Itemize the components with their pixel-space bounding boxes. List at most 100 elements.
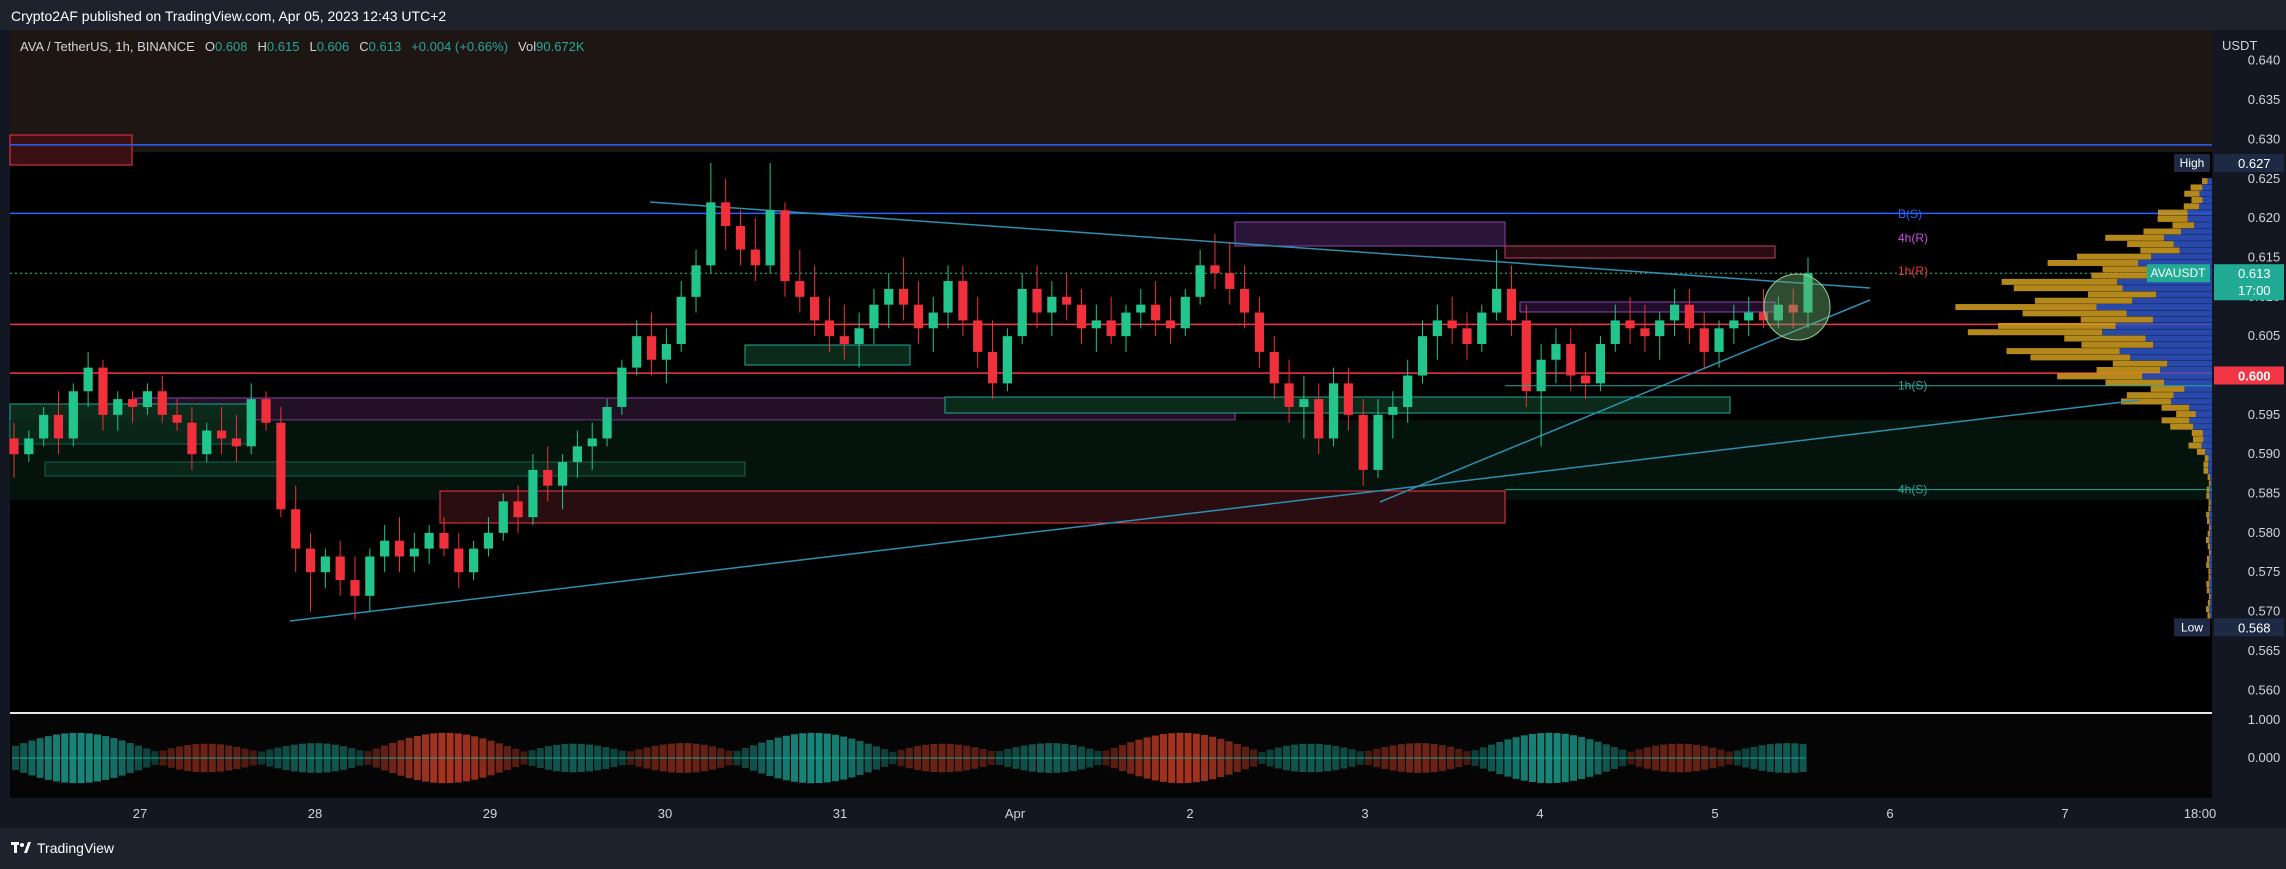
volume-profile-bar [2193,423,2212,430]
candle-body [1492,288,1502,313]
candle-body [721,202,731,226]
ohlc-legend: AVA / TetherUS, 1h, BINANCE O0.608 H0.61… [20,39,585,54]
volume-profile-bar [2006,348,2120,355]
candle-body [572,446,583,463]
volume-profile-bar [2210,543,2212,550]
candle-body [1729,320,1739,329]
x-tick-label: 27 [133,806,147,821]
volume-profile-bar [1955,304,2097,311]
candle-body [409,548,419,557]
volume-profile-bar [2195,411,2212,418]
candle-body [973,320,983,352]
candle-body [824,320,835,337]
horizontal-lines-layer [10,144,2212,374]
candle-body [839,336,849,345]
candle-body [1002,336,1012,384]
volume-profile-bar [2057,373,2143,380]
candle-body [780,210,790,282]
candle-body [928,312,938,329]
candle-body [587,438,597,447]
candle-body [987,351,998,384]
candle-body [335,556,345,581]
volume-profile-bar [2206,606,2210,613]
candle-body [884,288,894,305]
volume-profile-bar [2194,222,2212,229]
candle-body [750,249,760,266]
tradingview-logo[interactable]: TradingView [11,840,114,856]
x-tick-label: Apr [1005,806,1026,821]
volume-profile-bar [2204,455,2209,462]
candle-body [810,296,820,321]
volume-profile-bar [2150,385,2185,392]
candle-body [913,304,924,329]
volume-profile-bar [2161,404,2190,411]
x-tick-label: 4 [1536,806,1543,821]
volume-profile-bar [2210,574,2212,581]
candle-body [246,399,256,447]
candle-body [869,304,879,329]
volume-profile-bar [2208,499,2211,506]
level-price-tag-bg [2214,366,2284,385]
volume-profile-bar [2096,304,2212,311]
support-zone [744,344,911,366]
top-bar: Crypto2AF published on TradingView.com, … [0,0,2286,30]
candle-body [706,202,716,266]
x-tick-label: 29 [483,806,497,821]
price-tag-label: High [2180,156,2205,170]
candle-body [1803,273,1813,313]
candle-body [1477,312,1487,345]
candle-body [1506,288,1517,321]
candle-body [528,469,538,518]
price-tag-label-bg [2174,154,2210,173]
price-chart[interactable]: B(S)4h(R)1h(R)1h(S)4h(S) USDT 0.5600.565… [0,0,2286,828]
volume-profile-bar [2206,587,2210,594]
candle-body [394,540,405,557]
volume-profile-bar [2160,366,2212,373]
current-price-tag-time: 17:00 [2238,283,2271,298]
volume-profile-bar [2199,203,2212,210]
candle-body [424,532,434,549]
level-label: 4h(R) [1898,231,1928,245]
candle-body [39,414,49,439]
y-tick-label: 0.635 [2248,92,2281,107]
candle-body [291,509,301,549]
level-label: B(S) [1898,207,1922,221]
volume-profile-bar [2208,593,2211,600]
volume-profile-bar [2022,310,2127,317]
x-tick-label: 5 [1711,806,1718,821]
volume-profile-bar [2013,285,2123,292]
oscillator-tick-label: 0.000 [2248,750,2281,765]
candle-body [157,391,167,415]
volume-profile-bar [2189,404,2212,411]
volume-profile-bar [2064,335,2146,342]
candle-body [1640,328,1650,337]
volume-profile-bar [2142,373,2212,380]
volume-profile-bar [2207,178,2212,185]
y-tick-label: 0.620 [2248,210,2281,225]
current-price-tag-bg [2214,264,2284,301]
volume-profile-bar [2120,398,2172,405]
volume-profile-bar [2191,429,2203,436]
candle-body [320,556,330,573]
resistance-zone-4h [1234,221,1506,247]
resistance-zone [1519,301,1776,313]
volume-profile-bar [2140,247,2180,254]
candle-body [1521,320,1531,392]
candle-body [172,414,182,423]
legend-change: +0.004 (+0.66%) [411,39,509,54]
volume-profile-bar [2171,398,2212,405]
price-tag-bg [2214,154,2284,173]
volume-profile-bar [2207,474,2211,481]
volume-profile-bar [2208,467,2212,474]
candle-body [231,438,241,447]
volume-profile-bar [2126,310,2212,317]
volume-profile-bar [2173,392,2212,399]
volume-profile-bar [2203,467,2209,474]
volume-profile-bar [2202,184,2212,191]
symbol-tag-bg [2147,264,2210,283]
volume-profile-bar [2210,593,2212,600]
volume-profile-bar [2210,530,2212,537]
volume-profile-bar [2209,511,2212,518]
volume-profile-bar [2183,203,2200,210]
x-tick-label: 28 [308,806,322,821]
